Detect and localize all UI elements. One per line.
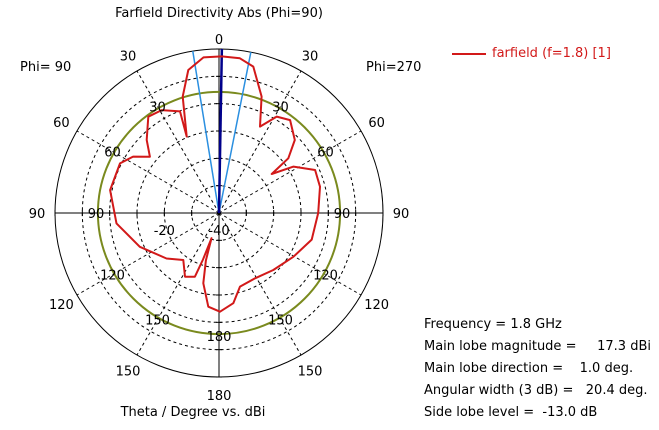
angle-label-inner: 90: [334, 207, 351, 222]
frequency-text: Frequency = 1.8 GHz: [424, 317, 562, 332]
angle-label-inner: 30: [149, 100, 166, 115]
phi-left-label: Phi= 90: [20, 60, 72, 75]
legend-label: farfield (f=1.8) [1]: [492, 46, 611, 61]
angle-label-outer: 150: [116, 365, 141, 380]
angle-label-outer: 180: [207, 389, 232, 404]
angle-label-inner: 150: [268, 314, 293, 329]
main-lobe-direction-text: Main lobe direction = 1.0 deg.: [424, 361, 634, 376]
radial-tick-label: -40: [208, 224, 229, 239]
angle-label-outer: 90: [29, 207, 46, 222]
side-lobe-level-text: Side lobe level = -13.0 dB: [424, 405, 598, 420]
angle-label-outer: 150: [298, 365, 323, 380]
angle-label-inner: 60: [317, 146, 334, 161]
results-panel: Frequency = 1.8 GHz Main lobe magnitude …: [424, 314, 651, 424]
angle-label-inner: 120: [100, 269, 125, 284]
legend: farfield (f=1.8) [1]: [452, 46, 611, 61]
radial-tick-label: -20: [154, 224, 175, 239]
angle-label-outer: 120: [49, 298, 74, 313]
chart-title: Farfield Directivity Abs (Phi=90): [115, 6, 323, 21]
angle-label-inner: 150: [145, 314, 170, 329]
side-lobe-circle: [96, 90, 342, 336]
angle-label-inner: 90: [88, 207, 105, 222]
angle-label-inner: 120: [313, 269, 338, 284]
beamwidth-line: [218, 51, 252, 214]
angle-label-inner: 30: [272, 100, 289, 115]
main-lobe-magnitude-text: Main lobe magnitude = 17.3 dBi: [424, 339, 651, 354]
angular-width-text: Angular width (3 dB) = 20.4 deg.: [424, 383, 648, 398]
angle-label-outer: 120: [364, 298, 389, 313]
phi-right-label: Phi=270: [366, 60, 422, 75]
angle-label-outer: 60: [53, 116, 70, 131]
angle-label-inner: 0: [215, 33, 223, 48]
angle-label-outer: 90: [393, 207, 410, 222]
angle-label-inner: 60: [104, 146, 121, 161]
angle-label-outer: 30: [302, 49, 319, 64]
x-axis-label: Theta / Degree vs. dBi: [120, 405, 266, 420]
series-line: [109, 55, 321, 313]
angle-label-outer: 60: [368, 116, 385, 131]
legend-swatch: [452, 52, 486, 55]
angle-label-inner: 180: [207, 330, 232, 345]
angle-label-outer: 30: [120, 49, 137, 64]
main-lobe-line: [217, 49, 224, 214]
beamwidth-line: [192, 50, 220, 214]
